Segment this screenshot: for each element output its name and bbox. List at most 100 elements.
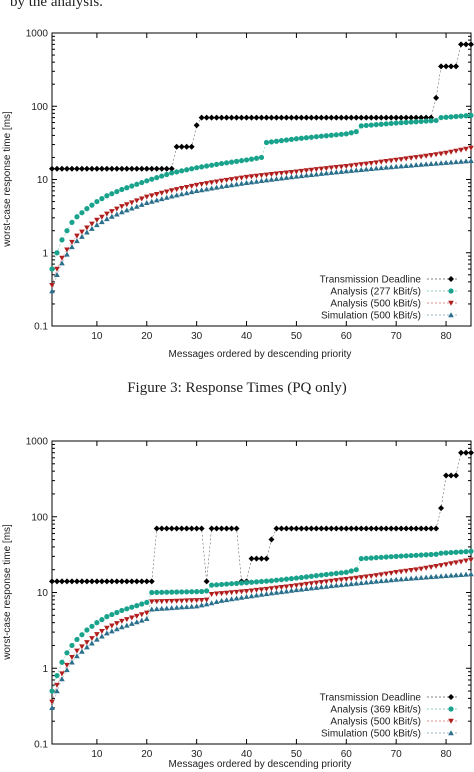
data-point xyxy=(393,576,399,582)
chart-1-series xyxy=(49,41,474,294)
data-point xyxy=(278,525,285,532)
data-point xyxy=(463,449,470,456)
data-point xyxy=(54,250,60,256)
data-point xyxy=(413,567,419,573)
data-point xyxy=(358,556,364,562)
data-point xyxy=(278,138,285,144)
data-point xyxy=(268,176,275,182)
data-point xyxy=(368,573,375,579)
data-point xyxy=(363,525,370,532)
data-point xyxy=(233,176,240,182)
data-point xyxy=(413,525,420,532)
data-point xyxy=(408,119,414,125)
data-point xyxy=(228,590,235,596)
data-point xyxy=(343,163,350,169)
data-point xyxy=(233,595,240,601)
data-point xyxy=(328,578,335,584)
data-point xyxy=(393,157,399,163)
data-point xyxy=(64,667,70,673)
data-point xyxy=(228,182,235,188)
data-point xyxy=(89,640,95,646)
data-point xyxy=(158,525,165,532)
data-point xyxy=(388,120,394,127)
data-point xyxy=(338,525,345,532)
data-point xyxy=(318,572,324,578)
legend-swatch-marker xyxy=(448,276,454,282)
data-point xyxy=(308,525,315,532)
data-point xyxy=(153,197,160,203)
data-point xyxy=(438,563,444,569)
data-point xyxy=(228,114,235,121)
data-point xyxy=(143,165,150,172)
data-point xyxy=(448,159,454,165)
data-point xyxy=(129,615,135,621)
data-point xyxy=(203,186,210,192)
data-point xyxy=(438,573,444,579)
data-point xyxy=(398,163,404,169)
data-point xyxy=(133,165,140,172)
x-tick-label: 60 xyxy=(341,331,353,342)
data-point xyxy=(363,166,370,172)
data-point xyxy=(178,598,185,604)
data-point xyxy=(84,644,90,650)
data-point xyxy=(358,162,365,168)
data-point xyxy=(49,705,55,711)
data-point xyxy=(453,159,459,165)
data-point xyxy=(83,578,90,585)
data-point xyxy=(348,525,355,532)
data-point xyxy=(428,564,434,570)
data-point xyxy=(438,550,444,556)
data-point xyxy=(203,181,210,187)
data-point xyxy=(343,131,349,137)
data-point xyxy=(298,586,305,592)
response-times-chart-2: 0.1 1 10 100 1000 10 20 30 40 50 60 70 80 Transmissi… xyxy=(2,437,474,770)
data-point xyxy=(253,579,260,585)
data-point xyxy=(383,571,390,577)
data-point xyxy=(293,114,300,121)
data-point xyxy=(69,239,75,245)
data-point xyxy=(203,597,210,603)
data-point xyxy=(278,589,285,595)
data-point xyxy=(109,623,115,629)
data-point xyxy=(373,573,380,579)
data-point xyxy=(323,571,329,578)
data-point xyxy=(303,581,310,587)
data-point xyxy=(323,166,330,172)
data-point xyxy=(313,580,320,586)
data-point xyxy=(168,193,175,199)
data-point xyxy=(378,121,384,127)
data-point xyxy=(124,622,130,628)
data-point xyxy=(223,581,230,587)
data-point xyxy=(98,165,105,172)
data-point xyxy=(159,589,165,595)
series-0 xyxy=(49,41,474,172)
x-tick-label: 10 xyxy=(91,331,103,342)
data-point xyxy=(373,525,380,532)
legend-label: Analysis (277 kBit/s) xyxy=(330,287,421,298)
data-point xyxy=(328,114,335,121)
data-point xyxy=(458,549,464,555)
data-point xyxy=(104,193,110,199)
data-point xyxy=(428,551,434,558)
data-point xyxy=(353,162,360,168)
data-point xyxy=(293,525,300,532)
data-point xyxy=(93,165,100,172)
data-point xyxy=(188,143,195,150)
data-point xyxy=(333,132,339,138)
data-point xyxy=(208,591,215,597)
data-point xyxy=(348,114,355,121)
data-point xyxy=(193,188,200,194)
data-point xyxy=(159,173,165,179)
data-point xyxy=(468,449,474,456)
data-point xyxy=(148,198,155,204)
data-point xyxy=(273,138,280,144)
data-point xyxy=(143,610,150,616)
data-point xyxy=(353,575,360,581)
data-point xyxy=(303,114,310,121)
data-point xyxy=(168,525,175,532)
data-point xyxy=(94,217,100,223)
data-point xyxy=(388,570,394,576)
data-point xyxy=(88,578,95,585)
data-point xyxy=(408,155,414,161)
data-point xyxy=(124,606,130,612)
